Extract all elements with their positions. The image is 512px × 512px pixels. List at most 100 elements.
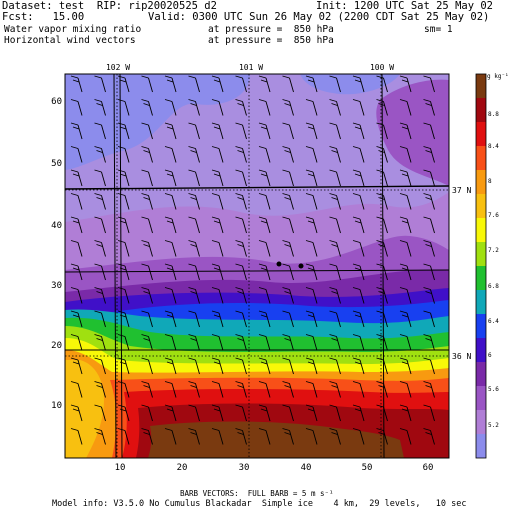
- wind-barb: [117, 146, 130, 163]
- wind-barb: [94, 334, 106, 351]
- wind-barb: [352, 404, 365, 422]
- wind-barb: [258, 263, 271, 281]
- wind-barb: [305, 287, 318, 304]
- wind-barb: [258, 357, 271, 375]
- y-tick-label: 50: [51, 159, 62, 169]
- wind-barb: [258, 193, 271, 210]
- wind-barb: [329, 310, 341, 328]
- lat-label: 36 N: [452, 352, 471, 361]
- wind-barb: [305, 75, 318, 93]
- wind-barb: [164, 216, 177, 234]
- wind-barb: [282, 169, 294, 187]
- wind-barb: [258, 310, 271, 328]
- wind-barb: [164, 357, 177, 375]
- wind-barb: [188, 263, 200, 281]
- lon-label: 102 W: [106, 63, 130, 72]
- wind-barb: [164, 287, 177, 304]
- wind-barb: [376, 122, 388, 140]
- wind-barb: [188, 146, 200, 163]
- shade-purple-ne: [376, 79, 449, 186]
- wind-barb: [305, 381, 318, 398]
- wind-barb: [399, 216, 412, 234]
- colorbar-label: 6.4: [488, 318, 499, 325]
- lon-label: 101 W: [239, 63, 263, 72]
- wind-barb: [329, 357, 341, 375]
- colorbar-label: 7.6: [488, 212, 499, 219]
- wind-barb: [164, 263, 177, 281]
- wind-barb: [258, 381, 271, 398]
- wind-barb: [188, 240, 200, 257]
- wind-barb: [188, 404, 200, 422]
- wind-barb: [329, 428, 341, 445]
- wind-barb: [423, 193, 435, 210]
- wind-barb: [329, 193, 341, 210]
- wind-barb: [164, 381, 177, 398]
- wind-barb: [399, 428, 412, 445]
- wind-barb: [164, 169, 177, 187]
- y-tick-label: 30: [51, 281, 62, 291]
- station-dot: [276, 261, 282, 267]
- wind-barb: [282, 310, 294, 328]
- wind-barb: [70, 146, 83, 163]
- x-tick-label: 20: [177, 463, 188, 473]
- wind-barb: [352, 122, 365, 140]
- station-dot: [298, 263, 304, 269]
- wind-barb: [282, 428, 294, 445]
- wind-barb: [164, 428, 177, 445]
- wind-barb: [117, 216, 130, 234]
- wind-barb: [235, 381, 247, 398]
- wind-barb: [211, 122, 224, 140]
- wind-barb: [117, 428, 130, 445]
- wind-barb: [282, 193, 294, 210]
- x-axis: 10 20 30 40 50 60: [115, 463, 434, 473]
- wind-barb: [423, 122, 435, 140]
- wind-barb: [352, 287, 365, 304]
- wind-barb: [352, 169, 365, 187]
- wind-barb: [141, 381, 153, 398]
- colorbar-label: 5.2: [488, 422, 499, 429]
- init-time: Init: 1200 UTC Sat 25 May 02: [316, 0, 494, 12]
- wind-barb: [70, 357, 83, 375]
- wind-barb: [94, 428, 106, 445]
- wind-barb: [70, 75, 83, 93]
- wind-barb: [423, 99, 435, 116]
- wind-barb: [235, 169, 247, 187]
- wind-barb: [399, 381, 412, 398]
- wind-barb: [282, 216, 294, 234]
- wind-barb: [164, 99, 177, 116]
- wind-barb: [399, 146, 412, 163]
- wind-barb: [188, 381, 200, 398]
- lat-labels: 37 N 36 N: [452, 186, 471, 361]
- wind-barb: [352, 193, 365, 210]
- wind-barb: [141, 263, 153, 281]
- wind-barb: [117, 169, 130, 187]
- wind-barb: [141, 169, 153, 187]
- wind-barb: [235, 263, 247, 281]
- wind-barb: [282, 381, 294, 398]
- wind-barb: [258, 334, 271, 351]
- y-tick-label: 40: [51, 221, 62, 231]
- wind-barb: [164, 193, 177, 210]
- wind-barb: [376, 240, 388, 257]
- wind-barb: [282, 287, 294, 304]
- wind-barb: [352, 334, 365, 351]
- wind-barb: [282, 334, 294, 351]
- wind-barb: [399, 99, 412, 116]
- wind-barb: [329, 263, 341, 281]
- wind-barb: [164, 404, 177, 422]
- dataset-label: Dataset: test RIP: rip20020525 d2: [2, 0, 217, 12]
- wind-barb: [235, 310, 247, 328]
- wind-barb: [141, 122, 153, 140]
- x-tick-label: 50: [362, 463, 373, 473]
- wind-barb: [70, 263, 83, 281]
- wind-barb: [70, 428, 83, 445]
- wind-barb: [352, 428, 365, 445]
- wind-barb: [94, 122, 106, 140]
- wind-barb: [94, 169, 106, 187]
- colorbar-label: 8.4: [488, 143, 499, 150]
- wind-barb: [305, 99, 318, 116]
- wind-barb: [235, 404, 247, 422]
- wind-barb: [117, 75, 130, 93]
- wind-barb: [94, 287, 106, 304]
